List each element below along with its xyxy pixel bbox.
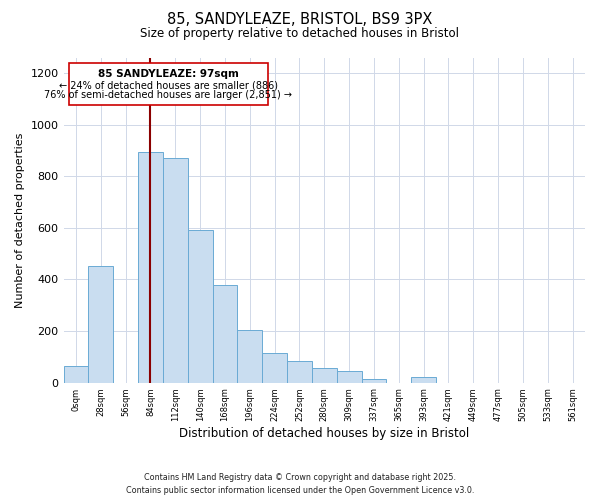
Text: 85, SANDYLEAZE, BRISTOL, BS9 3PX: 85, SANDYLEAZE, BRISTOL, BS9 3PX [167,12,433,28]
Bar [138,152,163,382]
Text: 85 SANDYLEAZE: 97sqm: 85 SANDYLEAZE: 97sqm [98,69,239,79]
Text: Size of property relative to detached houses in Bristol: Size of property relative to detached ho… [140,28,460,40]
Text: 76% of semi-detached houses are larger (2,851) →: 76% of semi-detached houses are larger (… [44,90,292,100]
Text: ← 24% of detached houses are smaller (886): ← 24% of detached houses are smaller (88… [59,80,278,90]
Bar [411,378,436,382]
Bar [88,266,113,382]
Bar [188,230,212,382]
Y-axis label: Number of detached properties: Number of detached properties [15,132,25,308]
Bar [238,330,262,382]
Bar [262,353,287,382]
Bar [337,371,362,382]
Bar [362,378,386,382]
Bar [64,366,88,382]
Text: Contains HM Land Registry data © Crown copyright and database right 2025.
Contai: Contains HM Land Registry data © Crown c… [126,473,474,495]
Bar [312,368,337,382]
Bar [163,158,188,382]
Bar [287,360,312,382]
Bar [212,284,238,382]
Bar [69,62,268,105]
X-axis label: Distribution of detached houses by size in Bristol: Distribution of detached houses by size … [179,427,469,440]
